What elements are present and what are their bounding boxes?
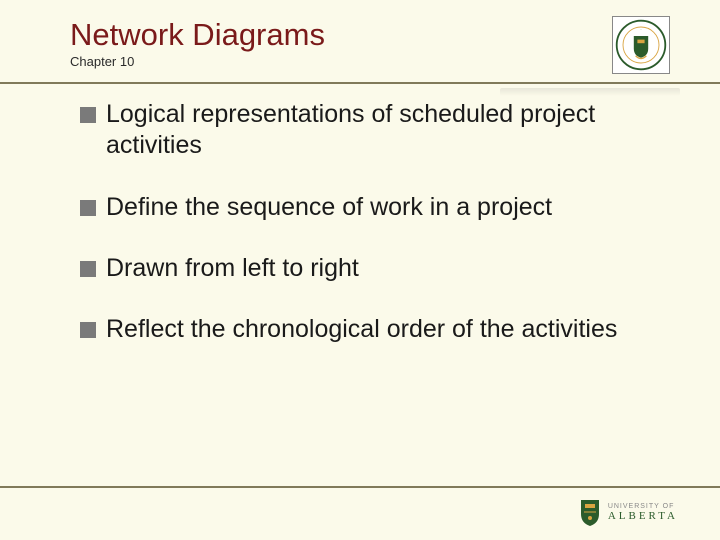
list-item: Drawn from left to right [80,253,658,284]
slide: Network Diagrams Chapter 10 · Logical re… [0,0,720,540]
bullet-text: Define the sequence of work in a project [106,192,658,223]
crest-small-icon [578,498,602,528]
bullet-text: Logical representations of scheduled pro… [106,99,658,162]
bullet-icon [80,107,96,123]
bullet-icon [80,261,96,277]
bullet-text: Reflect the chronological order of the a… [106,314,658,345]
footer-university-of: UNIVERSITY OF [608,503,678,510]
bullet-icon [80,200,96,216]
list-item: Reflect the chronological order of the a… [80,314,658,345]
crest-icon: · [614,18,668,72]
footer-logo: UNIVERSITY OF ALBERTA [578,498,678,528]
footer-rule [0,486,720,488]
bullet-icon [80,322,96,338]
footer-logo-text-block: UNIVERSITY OF ALBERTA [608,503,678,522]
bullet-text: Drawn from left to right [106,253,658,284]
list-item: Define the sequence of work in a project [80,192,658,223]
header-shadow [500,88,680,96]
slide-title: Network Diagrams [70,18,650,52]
slide-subtitle: Chapter 10 [70,54,650,69]
header-rule [0,82,720,84]
list-item: Logical representations of scheduled pro… [80,99,658,162]
footer-university-name: ALBERTA [608,510,678,522]
university-crest-top: · [612,16,670,74]
slide-content: Logical representations of scheduled pro… [0,69,720,345]
